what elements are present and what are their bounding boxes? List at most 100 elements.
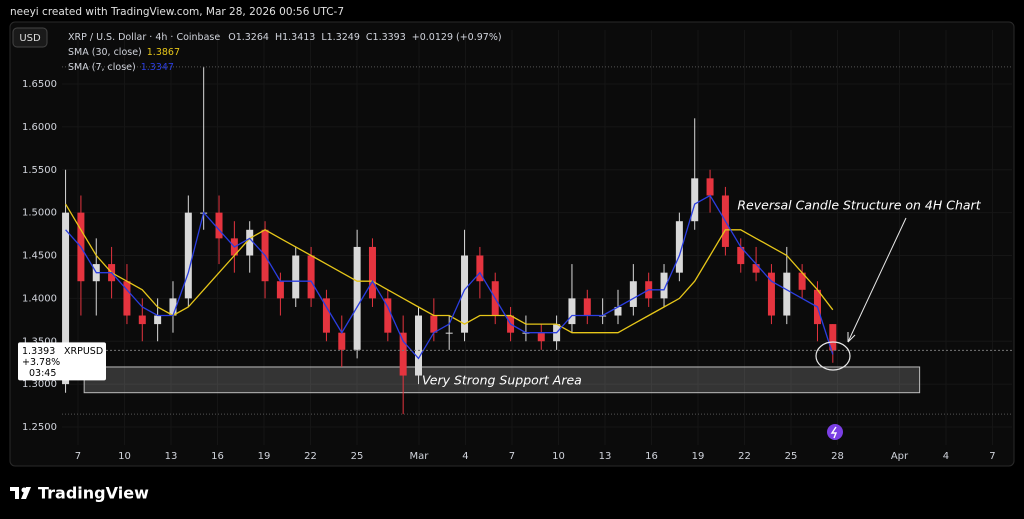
candle-body [767,272,775,316]
candle-body [537,332,545,342]
candle-body [675,221,683,273]
legend-sma30: SMA (30, close) 1.3867 [68,47,180,58]
candle-body [368,246,376,299]
x-tick-label: 28 [831,451,844,462]
annotation-arrow [847,217,907,343]
y-tick-label: 1.3500 [22,336,57,347]
x-tick-label: 7 [509,451,515,462]
highlight-ellipse [815,341,851,371]
x-tick-label: 7 [989,451,995,462]
support-zone [83,366,921,394]
price-tag-symbol: XRPUSD [64,346,103,357]
candle-body [798,272,806,290]
candle-body [783,272,791,316]
candle-body [184,212,192,299]
x-tick-label: 16 [211,451,224,462]
candle-body [154,315,162,325]
legend-value: 1.3867 [147,47,180,58]
legend-value: 1.3347 [141,62,174,73]
candle-body [461,255,469,333]
candle-body [338,332,346,350]
candle-body [583,298,591,316]
x-tick-label: Mar [410,451,430,462]
ohlc-label: C [366,32,373,43]
x-tick-label: 19 [258,451,271,462]
candle-body [399,332,407,376]
price-tag-countdown: 03:45 [29,368,56,379]
candle-body [415,315,423,376]
ohlc-value: 1.3264 [236,32,269,43]
candle-body [62,212,70,385]
x-tick-label: 4 [462,451,468,462]
ohlc-label: H [275,32,282,43]
grid: 1.2500 1.3000 1.3500 1.4000 1.4500 1.5000 1.55… [22,30,1012,462]
legend-sma7: SMA (7, close) 1.3347 [68,62,174,73]
x-tick-label: 22 [304,451,317,462]
candle-body [215,212,223,239]
y-tick-label: 1.4000 [22,293,57,304]
candle-body [737,246,745,265]
x-tick-label: 13 [599,451,612,462]
x-tick-label: 7 [75,451,81,462]
y-tick-label: 1.5000 [22,208,57,219]
y-tick-label: 1.3000 [22,379,57,390]
attribution: neeyi created with TradingView.com, Mar … [10,6,344,18]
candle-body [614,306,622,316]
footer-logo: TradingView [10,484,149,503]
chart-title: XRP / U.S. Dollar · 4h · Coinbase [68,32,220,43]
x-tick-label: 22 [738,451,751,462]
marks: Very Strong Support Area [62,66,1012,415]
logo-dot [21,487,27,493]
x-tick-label: 16 [645,451,658,462]
candle-body [660,272,668,299]
arrow-head [847,332,856,343]
currency-label[interactable]: USD [19,33,41,44]
ohlc-label: O [228,32,235,43]
price-tag [18,342,106,381]
candle-body [752,264,760,273]
annotation: Reversal Candle Structure on 4H Chart [737,198,981,213]
x-tick-label: 25 [785,451,798,462]
ohlc-label: L [321,32,327,43]
x-tick-label: 10 [118,451,131,462]
currency-button[interactable] [12,27,48,48]
candle-body [691,178,699,222]
candle-body [322,298,330,333]
legend-name: SMA (7, close) [68,62,136,73]
overlay: USD XRP / U.S. Dollar · 4h · Coinbase O1.… [12,27,982,440]
candle-body [445,332,453,334]
change-label: +0.0129 (+0.97%) [412,32,502,43]
x-tick-label: 25 [351,451,364,462]
candle-body [384,298,392,333]
candle-body [138,315,146,325]
sma-line [65,194,834,360]
candle-body [169,298,177,316]
support-zone-label: Very Strong Support Area [422,372,582,387]
event-icon[interactable] [827,424,843,440]
x-tick-label: 4 [943,451,949,462]
legend-name: SMA (30, close) [68,47,142,58]
event-icon-bolt [830,426,838,439]
candle-body [292,255,300,299]
x-tick-label: Apr [891,451,909,462]
y-tick-label: 1.6000 [22,122,57,133]
ohlc-value: 1.3393 [373,32,406,43]
candle-body [246,229,254,256]
y-tick-label: 1.4500 [22,251,57,262]
x-tick-label: 10 [552,451,565,462]
candle-body [123,281,131,316]
price-tag-value: 1.3393 [22,346,55,357]
x-tick-label: 13 [165,451,178,462]
candle-body [568,298,576,325]
ohlc-value: 1.3249 [327,32,360,43]
chart-header: XRP / U.S. Dollar · 4h · Coinbase O1.3264… [68,32,502,43]
price-tag-change: +3.78% [22,357,60,368]
candle-body [307,255,315,299]
candle-body [829,324,837,351]
candle-body [276,281,284,299]
candle-body [353,246,361,350]
candle-body [706,178,714,196]
logo-text: TradingView [38,484,149,503]
